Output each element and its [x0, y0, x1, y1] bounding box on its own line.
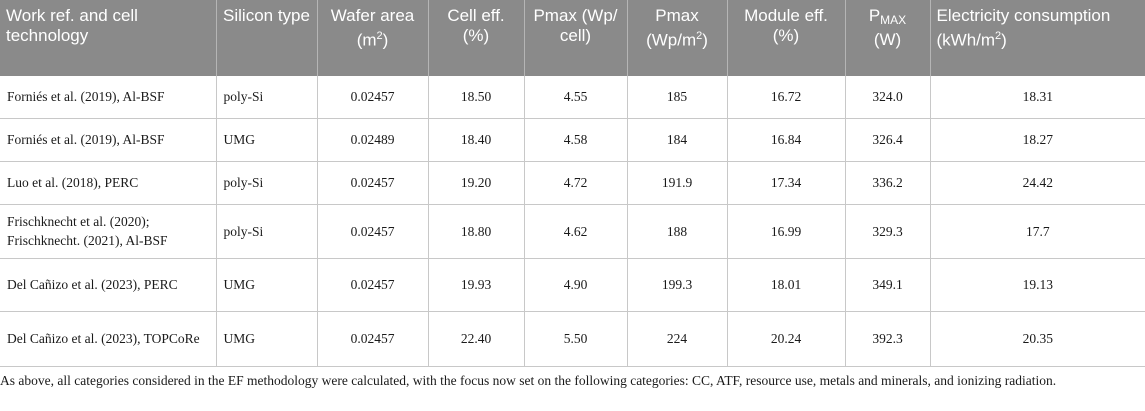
cell-electricity: 19.13 [930, 258, 1145, 312]
header-cell-eff: Cell eff. (%) [428, 0, 525, 76]
header-row: Work ref. and cell technology Silicon ty… [0, 0, 1145, 76]
cell-electricity: 17.7 [930, 204, 1145, 259]
cell-module-eff: 16.72 [727, 76, 846, 119]
cell-cell-eff: 19.20 [428, 161, 525, 205]
cell-pmax-w: 392.3 [845, 311, 931, 367]
table-row: Luo et al. (2018), PERC poly-Si 0.02457 … [0, 161, 1145, 205]
table-row: Del Cañizo et al. (2023), PERC UMG 0.024… [0, 258, 1145, 312]
cell-wafer-area: 0.02457 [317, 204, 429, 259]
cell-pmax-m2: 185 [627, 76, 728, 119]
cell-cell-eff: 18.40 [428, 118, 525, 162]
table-row: Del Cañizo et al. (2023), TOPCoRe UMG 0.… [0, 311, 1145, 367]
cell-module-eff: 18.01 [727, 258, 846, 312]
cell-wafer-area: 0.02457 [317, 311, 429, 367]
cell-pmax-w: 349.1 [845, 258, 931, 312]
header-wafer-area: Wafer area (m2) [317, 0, 429, 76]
cell-silicon-type: poly-Si [216, 204, 318, 259]
cell-pmax-cell: 4.58 [524, 118, 628, 162]
cell-pmax-w: 336.2 [845, 161, 931, 205]
table-row: Frischknecht et al. (2020); Frischknecht… [0, 204, 1145, 259]
table-footnote: As above, all categories considered in t… [0, 372, 1057, 388]
cell-module-eff: 20.24 [727, 311, 846, 367]
cell-cell-eff: 18.80 [428, 204, 525, 259]
header-module-eff: Module eff. (%) [727, 0, 846, 76]
table-row: Forniés et al. (2019), Al-BSF UMG 0.0248… [0, 118, 1145, 162]
cell-pmax-m2: 188 [627, 204, 728, 259]
cell-silicon-type: UMG [216, 118, 318, 162]
cell-pmax-m2: 199.3 [627, 258, 728, 312]
cell-pmax-m2: 191.9 [627, 161, 728, 205]
cell-wafer-area: 0.02457 [317, 258, 429, 312]
cell-pmax-m2: 184 [627, 118, 728, 162]
cell-pmax-w: 324.0 [845, 76, 931, 119]
cell-pmax-cell: 4.90 [524, 258, 628, 312]
cell-pmax-w: 326.4 [845, 118, 931, 162]
cell-work-ref: Luo et al. (2018), PERC [0, 161, 217, 205]
cell-pmax-m2: 224 [627, 311, 728, 367]
cell-cell-eff: 22.40 [428, 311, 525, 367]
header-pmax-m2: Pmax (Wp/m2) [627, 0, 728, 76]
cell-wafer-area: 0.02457 [317, 161, 429, 205]
cell-silicon-type: poly-Si [216, 76, 318, 119]
cell-electricity: 18.31 [930, 76, 1145, 119]
cell-pmax-cell: 5.50 [524, 311, 628, 367]
cell-cell-eff: 18.50 [428, 76, 525, 119]
header-silicon-type: Silicon type [216, 0, 318, 76]
cell-electricity: 24.42 [930, 161, 1145, 205]
header-work-ref: Work ref. and cell technology [0, 0, 217, 76]
data-table: Work ref. and cell technology Silicon ty… [0, 0, 1145, 367]
cell-wafer-area: 0.02457 [317, 76, 429, 119]
cell-electricity: 18.27 [930, 118, 1145, 162]
cell-silicon-type: poly-Si [216, 161, 318, 205]
cell-module-eff: 17.34 [727, 161, 846, 205]
header-pmax-cell: Pmax (Wp/ cell) [524, 0, 628, 76]
cell-silicon-type: UMG [216, 258, 318, 312]
header-pmax-w: PMAX (W) [845, 0, 931, 76]
cell-work-ref: Frischknecht et al. (2020); Frischknecht… [0, 204, 217, 259]
cell-pmax-cell: 4.55 [524, 76, 628, 119]
cell-pmax-w: 329.3 [845, 204, 931, 259]
cell-pmax-cell: 4.62 [524, 204, 628, 259]
cell-silicon-type: UMG [216, 311, 318, 367]
cell-work-ref: Del Cañizo et al. (2023), TOPCoRe [0, 311, 217, 367]
cell-work-ref: Forniés et al. (2019), Al-BSF [0, 118, 217, 162]
cell-pmax-cell: 4.72 [524, 161, 628, 205]
cell-work-ref: Del Cañizo et al. (2023), PERC [0, 258, 217, 312]
cell-module-eff: 16.99 [727, 204, 846, 259]
cell-wafer-area: 0.02489 [317, 118, 429, 162]
table-row: Forniés et al. (2019), Al-BSF poly-Si 0.… [0, 76, 1145, 119]
header-electricity: Electricity consumption (kWh/m2) [936, 6, 1111, 50]
cell-electricity: 20.35 [930, 311, 1145, 367]
cell-module-eff: 16.84 [727, 118, 846, 162]
cell-work-ref: Forniés et al. (2019), Al-BSF [0, 76, 217, 119]
cell-cell-eff: 19.93 [428, 258, 525, 312]
